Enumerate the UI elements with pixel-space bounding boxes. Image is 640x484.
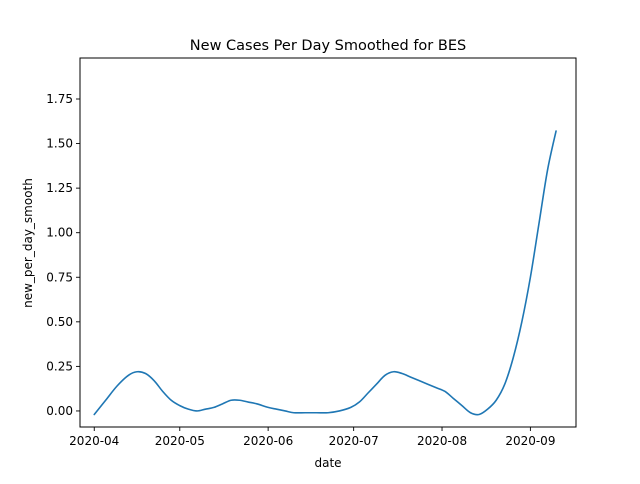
plot-area	[93, 130, 557, 416]
series-line-0	[93, 130, 557, 416]
x-tick-label: 2020-08	[417, 434, 467, 448]
x-tick-label: 2020-05	[155, 434, 205, 448]
y-tick-label: 0.75	[46, 270, 73, 284]
y-tick-label: 0.00	[46, 404, 73, 418]
x-tick-label: 2020-07	[329, 434, 379, 448]
y-tick-label: 1.25	[46, 181, 73, 195]
y-axis-label: new_per_day_smooth	[21, 178, 35, 308]
y-tick-label: 0.25	[46, 359, 73, 373]
chart-title: New Cases Per Day Smoothed for BES	[190, 38, 466, 54]
y-tick-label: 1.75	[46, 92, 73, 106]
y-axis: 0.00 0.25 0.50 0.75 1.00 1.25 1.50 1.75	[46, 92, 80, 418]
x-tick-label: 2020-06	[243, 434, 293, 448]
x-tick-label: 2020-04	[69, 434, 119, 448]
y-tick-label: 1.00	[46, 226, 73, 240]
plot-frame	[79, 57, 577, 428]
x-axis-label: date	[314, 456, 341, 470]
x-axis: 2020-04 2020-05 2020-06 2020-07 2020-08 2020-…	[69, 427, 555, 448]
y-tick-label: 1.50	[46, 137, 73, 151]
y-tick-label: 0.50	[46, 315, 73, 329]
x-tick-label: 2020-09	[505, 434, 555, 448]
